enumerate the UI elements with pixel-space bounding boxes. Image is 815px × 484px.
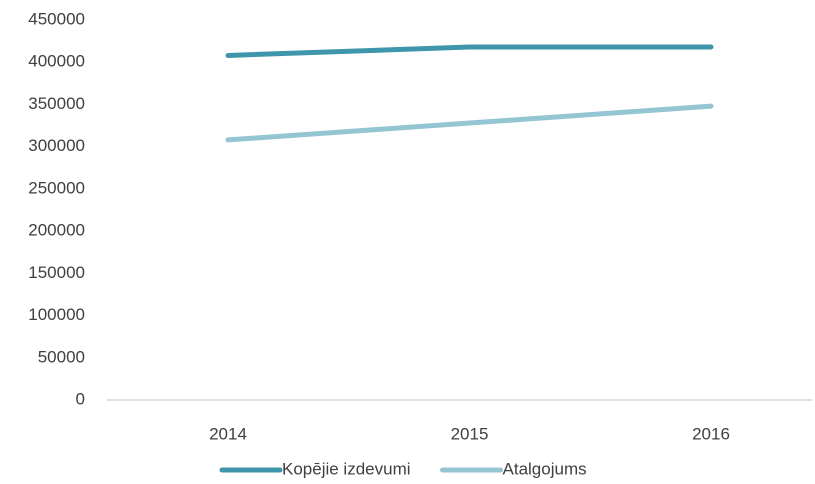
y-tick-label: 0 [76,389,85,408]
x-tick-label: 2014 [209,424,247,443]
y-tick-label: 300000 [28,136,85,155]
y-tick-label: 450000 [28,9,85,28]
y-tick-label: 350000 [28,94,85,113]
y-tick-label: 400000 [28,52,85,71]
line-series [225,44,714,58]
x-tick-label: 2016 [692,424,730,443]
line-series [225,103,714,143]
x-tick-label: 2015 [451,424,489,443]
y-tick-label: 250000 [28,178,85,197]
y-tick-label: 200000 [28,221,85,240]
y-tick-label: 100000 [28,305,85,324]
y-tick-label: 150000 [28,263,85,282]
legend-label: Kopējie izdevumi [282,459,411,478]
y-tick-label: 50000 [38,347,85,366]
legend-label: Atalgojums [503,459,587,478]
